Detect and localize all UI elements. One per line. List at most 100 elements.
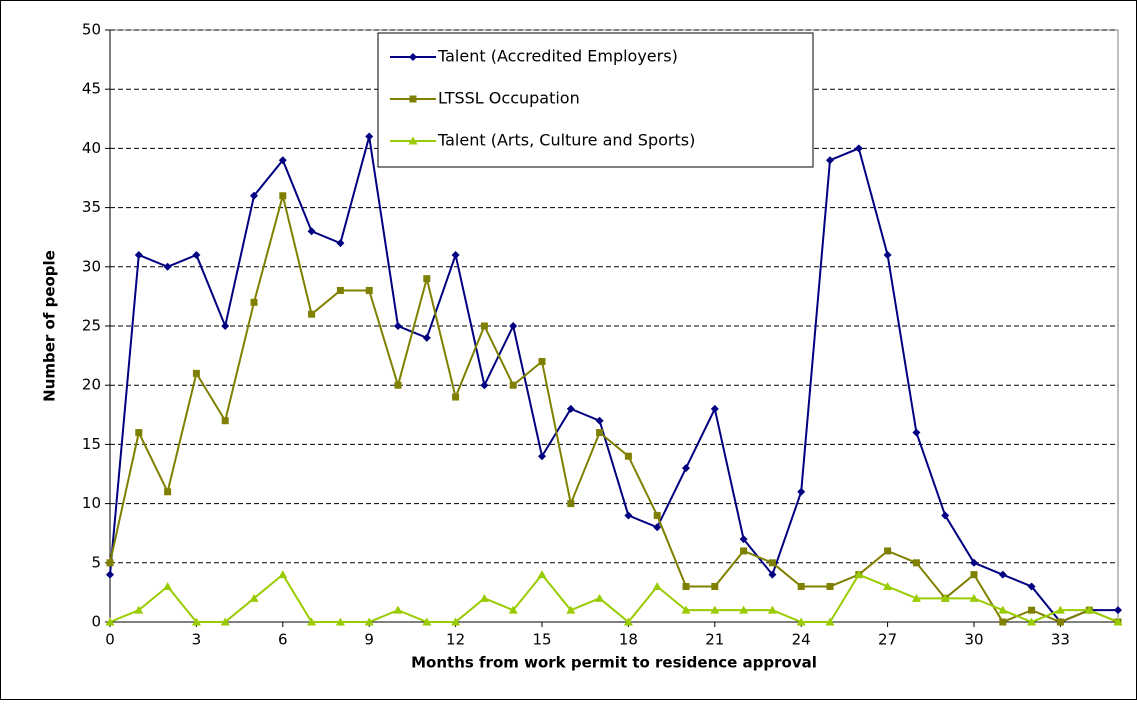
legend-marker (408, 136, 418, 145)
legend: Talent (Accredited Employers) LTSSL Occup… (377, 32, 814, 168)
data-point (854, 144, 863, 153)
x-tick-label: 15 (532, 631, 551, 649)
data-point (308, 310, 316, 318)
data-point (912, 428, 921, 437)
data-point (624, 452, 632, 460)
data-point (335, 617, 345, 626)
data-point (307, 227, 316, 236)
data-point (480, 381, 489, 390)
data-point (970, 571, 978, 579)
data-point (135, 429, 143, 437)
data-point (796, 617, 806, 626)
data-point (797, 582, 805, 590)
data-point (508, 605, 518, 614)
data-point (134, 605, 144, 614)
data-point (249, 593, 259, 602)
data-point (105, 617, 115, 626)
data-point (509, 322, 518, 330)
data-point (163, 581, 173, 590)
data-point (595, 416, 604, 425)
data-point (826, 582, 834, 590)
data-point (106, 559, 114, 567)
data-point (854, 570, 864, 579)
data-point (653, 523, 662, 532)
data-point (711, 582, 719, 590)
data-point (739, 605, 749, 614)
legend-marker (409, 53, 417, 61)
data-point (883, 250, 892, 259)
data-point (307, 617, 317, 626)
data-point (422, 617, 432, 626)
data-point (768, 559, 776, 567)
data-point (538, 452, 546, 461)
data-point (1027, 582, 1036, 591)
data-point (883, 581, 893, 590)
data-point (682, 464, 690, 473)
data-point (538, 358, 546, 366)
data-point (451, 617, 461, 626)
data-point (596, 429, 604, 437)
data-point (134, 250, 143, 259)
x-tick-label: 18 (619, 631, 638, 649)
data-point (998, 605, 1008, 614)
x-tick-label: 6 (278, 631, 288, 649)
x-tick-label: 30 (964, 631, 983, 649)
y-tick-label: 5 (91, 553, 101, 571)
data-point (250, 298, 258, 306)
x-tick-label: 9 (364, 631, 374, 649)
y-tick-label: 50 (82, 21, 101, 39)
data-point (567, 500, 575, 508)
data-point (912, 559, 920, 567)
data-point (767, 605, 777, 614)
data-point (250, 191, 258, 200)
y-tick-label: 10 (82, 494, 101, 512)
x-tick-label: 27 (878, 631, 897, 649)
data-point (1056, 618, 1064, 626)
data-point (797, 487, 806, 496)
x-tick-label: 33 (1051, 631, 1070, 649)
data-point (1055, 605, 1065, 614)
data-point (479, 593, 489, 602)
y-tick-label: 0 (91, 613, 101, 631)
data-point (710, 404, 719, 413)
data-point (652, 581, 662, 590)
data-point (336, 239, 345, 248)
data-point (1084, 605, 1094, 614)
data-point (394, 322, 402, 330)
y-tick-label: 25 (82, 317, 101, 335)
series-line (109, 195, 1119, 624)
data-point (911, 593, 921, 602)
data-point (969, 593, 979, 602)
data-point (623, 617, 633, 626)
data-point (164, 488, 172, 496)
data-point (566, 404, 575, 413)
legend-label: LTSSL Occupation (438, 89, 580, 108)
data-point (710, 605, 720, 614)
x-tick-label: 12 (446, 631, 465, 649)
data-point (653, 511, 661, 519)
data-point (682, 582, 690, 590)
data-point (825, 617, 835, 626)
y-tick-label: 15 (82, 435, 101, 453)
data-point (220, 617, 230, 626)
data-point (278, 156, 287, 165)
data-point (998, 570, 1007, 579)
legend-marker (409, 95, 417, 103)
data-point (393, 605, 403, 614)
data-point (192, 250, 201, 259)
legend-label: Talent (Arts, Culture and Sports) (437, 131, 695, 150)
data-point (279, 192, 287, 200)
data-point (394, 381, 402, 389)
data-point (278, 570, 288, 579)
x-tick-label: 21 (705, 631, 724, 649)
data-point (884, 547, 892, 555)
legend-label: Talent (Accredited Employers) (437, 47, 678, 66)
y-tick-label: 30 (82, 257, 101, 275)
data-point (192, 369, 200, 377)
y-tick-label: 45 (82, 80, 101, 98)
data-point (970, 558, 978, 567)
x-tick-label: 24 (792, 631, 811, 649)
data-point (595, 593, 605, 602)
